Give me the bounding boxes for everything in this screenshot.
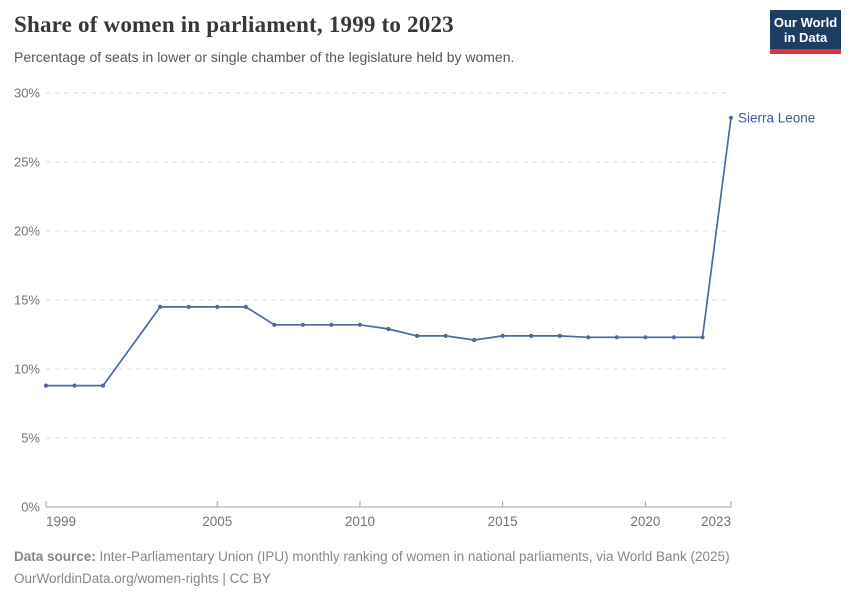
data-point-sierra-leone-2023[interactable] — [728, 115, 734, 120]
data-source-label: Data source: — [14, 549, 96, 564]
series-label-sierra-leone[interactable]: Sierra Leone — [738, 110, 815, 125]
y-axis-label-5: 5% — [21, 431, 40, 446]
data-point-sierra-leone-2003[interactable] — [158, 304, 163, 309]
y-axis-label-10: 10% — [14, 362, 40, 377]
x-axis-label-2020: 2020 — [630, 514, 660, 529]
y-axis-label-0: 0% — [21, 500, 40, 515]
chart-subtitle: Percentage of seats in lower or single c… — [14, 49, 515, 65]
y-axis-label-15: 15% — [14, 293, 40, 308]
data-point-sierra-leone-2014[interactable] — [472, 337, 477, 343]
data-point-sierra-leone-2008[interactable] — [300, 322, 305, 327]
data-point-sierra-leone-2015[interactable] — [500, 333, 505, 338]
owid-logo-line1: Our World — [773, 14, 838, 30]
data-point-sierra-leone-2001[interactable] — [101, 383, 106, 388]
license-link-line[interactable]: OurWorldinData.org/women-rights | CC BY — [14, 571, 271, 586]
data-point-sierra-leone-2004[interactable] — [186, 304, 191, 309]
x-axis-label-2010: 2010 — [345, 514, 375, 529]
data-point-sierra-leone-2009[interactable] — [329, 322, 334, 327]
data-point-sierra-leone-2020[interactable] — [643, 335, 648, 340]
data-point-sierra-leone-2006[interactable] — [243, 304, 248, 309]
data-point-sierra-leone-2007[interactable] — [272, 322, 277, 327]
data-point-sierra-leone-2010[interactable] — [357, 322, 363, 327]
chart-footer: Data source: Inter-Parliamentary Union (… — [14, 546, 834, 590]
page-title: Share of women in parliament, 1999 to 20… — [14, 12, 454, 37]
data-source-line: Data source: Inter-Parliamentary Union (… — [14, 546, 834, 568]
y-axis-label-25: 25% — [14, 155, 40, 170]
series-line-sierra-leone[interactable] — [46, 117, 732, 387]
owid-logo[interactable]: Our World in Data — [770, 10, 841, 54]
y-axis-label-20: 20% — [14, 224, 40, 239]
data-source-text: Inter-Parliamentary Union (IPU) monthly … — [95, 549, 730, 564]
x-axis-label-1999: 1999 — [46, 514, 76, 529]
data-point-sierra-leone-2021[interactable] — [671, 335, 677, 340]
data-point-sierra-leone-1999[interactable] — [43, 383, 49, 388]
x-axis-label-2005: 2005 — [202, 514, 232, 529]
data-point-sierra-leone-2012[interactable] — [414, 333, 420, 338]
data-point-sierra-leone-2000[interactable] — [72, 383, 77, 388]
data-point-sierra-leone-2016[interactable] — [529, 333, 534, 338]
data-point-sierra-leone-2019[interactable] — [614, 335, 619, 340]
data-point-sierra-leone-2011[interactable] — [386, 326, 391, 332]
data-point-sierra-leone-2013[interactable] — [443, 333, 448, 338]
x-axis-label-2023: 2023 — [701, 514, 731, 529]
owid-logo-line2: in Data — [783, 29, 828, 45]
data-point-sierra-leone-2022[interactable] — [700, 335, 705, 340]
data-point-sierra-leone-2017[interactable] — [557, 333, 562, 338]
data-point-sierra-leone-2018[interactable] — [586, 335, 591, 340]
x-axis-label-2015: 2015 — [488, 514, 518, 529]
y-axis-label-30: 30% — [14, 86, 40, 101]
data-point-sierra-leone-2005[interactable] — [215, 304, 220, 309]
